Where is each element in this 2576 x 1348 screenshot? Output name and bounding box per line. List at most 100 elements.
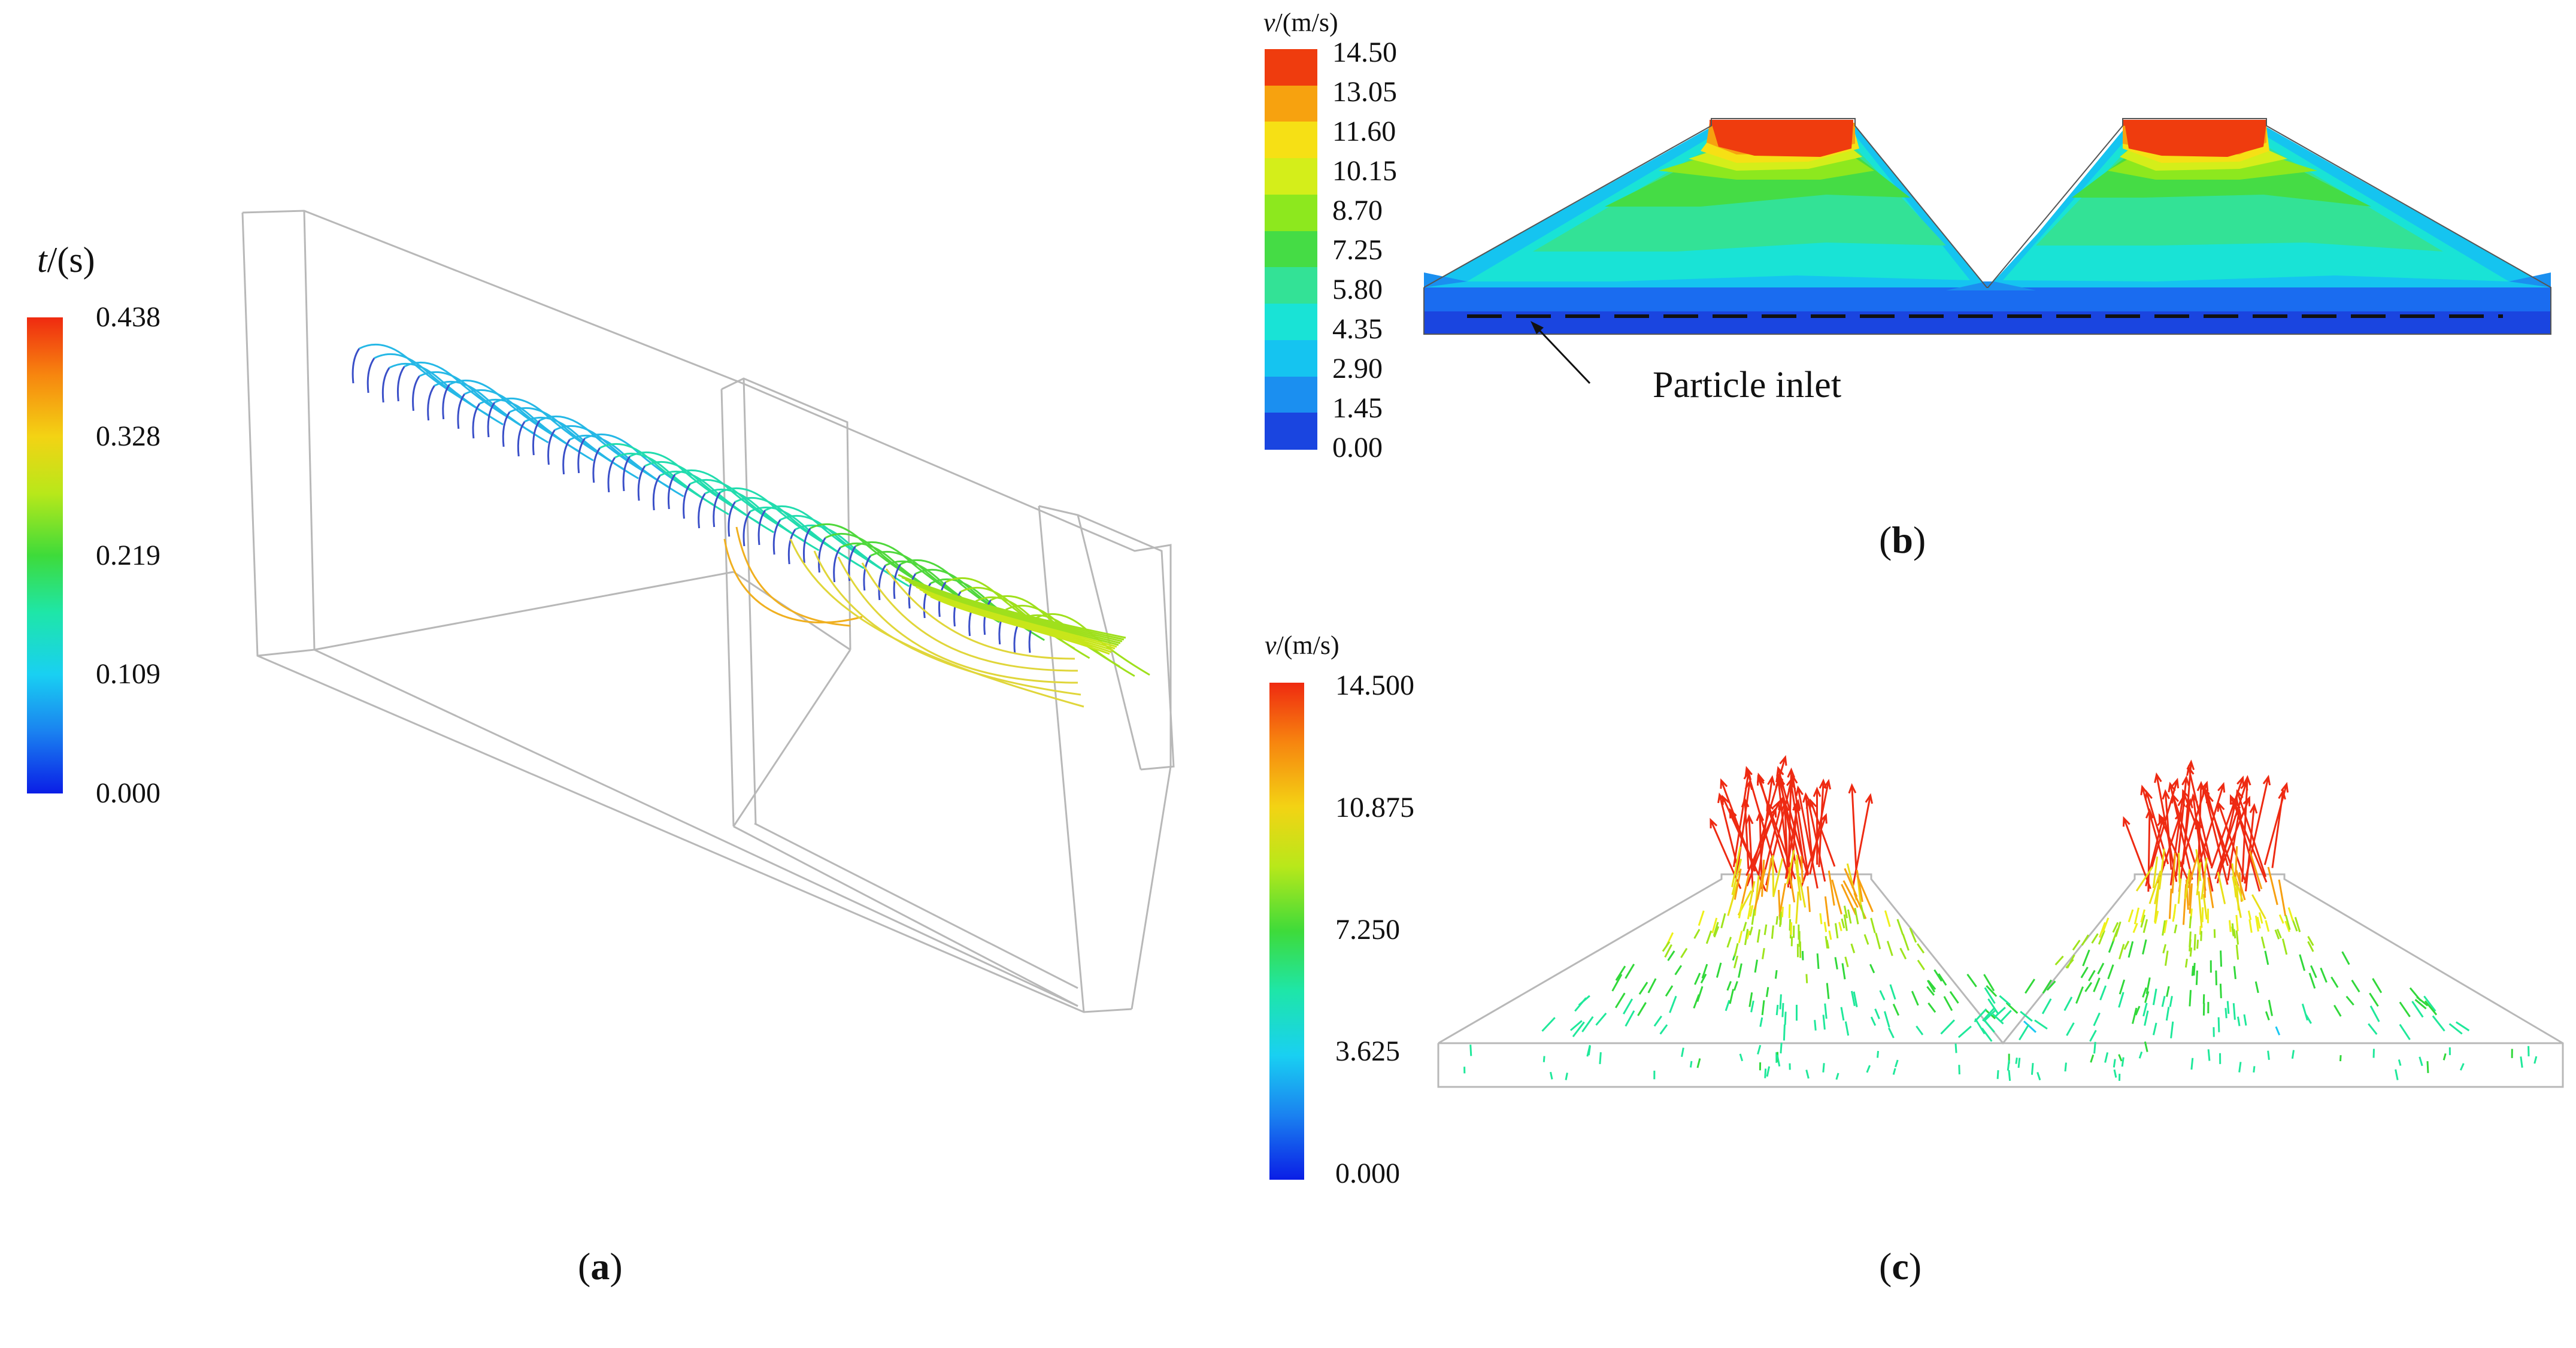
trajectory-tail [757,510,766,546]
velocity-arrow [2118,992,2125,1008]
trajectory-tail [607,457,616,493]
velocity-arrow [1866,1065,1871,1073]
velocity-arrow [1615,965,1626,981]
velocity-arrow [2265,920,2270,932]
velocity-arrow [2132,1007,2138,1024]
legend-c-tick: 14.500 [1335,670,1414,701]
velocity-arrow [2171,853,2176,893]
velocity-arrow [2138,1051,2143,1059]
velocity-arrow [1984,987,1996,1004]
velocity-arrow [1623,998,1634,1014]
trajectory-tail [412,375,420,411]
velocity-arrow [1766,1066,1771,1077]
velocity-arrow [1819,913,1823,925]
velocity-arrow [1870,917,1876,934]
velocity-arrow [2019,1023,2030,1041]
velocity-arrow [1742,922,1747,932]
legend-c-tick: 7.250 [1335,913,1400,946]
velocity-arrow [1719,794,1740,874]
velocity-arrow [1659,1024,1668,1035]
legend-b-tick: 8.70 [1332,195,1383,226]
velocity-arrow [2154,887,2160,923]
velocity-arrow [2025,979,2035,994]
velocity-arrow [2119,979,2126,995]
velocity-arrow [2231,923,2235,937]
trajectory-tail [772,519,781,555]
trajectory-tail [667,474,676,510]
velocity-arrow [1595,1012,1607,1026]
inlet-arrow [1532,322,1591,384]
velocity-arrow [1756,929,1761,943]
velocity-arrow [2172,795,2196,863]
velocity-arrow [2267,867,2278,905]
velocity-arrow [2121,1057,2125,1067]
trajectory-arc [569,434,684,498]
velocity-arrow [1776,1054,1781,1067]
velocity-arrowhead [2171,793,2179,804]
velocity-arrow [2112,922,2119,933]
velocity-arrow [1574,997,1587,1012]
velocity-arrow [1816,953,1820,970]
velocity-arrowhead [2240,780,2248,791]
velocity-arrow [1762,948,1765,959]
velocity-arrow [1732,771,1750,867]
velocity-arrow [1716,962,1722,978]
velocity-arrow [2081,934,2089,946]
velocity-arrow [1599,1052,1602,1064]
legend-b-tick: 13.05 [1332,76,1397,108]
trajectory-tail [743,511,751,547]
velocity-arrow [2520,1056,2523,1068]
velocity-arrow [2142,939,2147,955]
velocity-arrow [1983,974,1995,992]
velocity-arrowhead [1805,798,1814,809]
legend-b-band [1265,267,1317,305]
velocity-arrow [1822,1063,1825,1073]
trajectory-tail [908,573,917,609]
velocity-arrow [2307,941,2314,952]
velocity-arrow [1841,918,1845,929]
velocity-arrow [1938,973,1947,986]
velocity-arrow [1550,1071,1553,1080]
velocity-arrow [2147,810,2151,892]
trajectory-tail [728,501,737,537]
velocity-arrow [2168,888,2172,919]
velocity-arrow [1693,929,1701,939]
velocity-arrow [1757,777,1774,874]
velocity-arrow [1581,1016,1594,1032]
velocity-arrow [1734,943,1739,957]
velocity-arrow [2097,962,2105,975]
velocity-arrow [2189,916,2192,929]
velocity-arrow [2299,954,2306,971]
velocity-arrow [2281,938,2288,955]
velocity-arrow [2533,1056,2538,1064]
velocity-arrow [2243,1014,2247,1026]
velocity-arrow [2207,795,2229,867]
velocity-arrow [1807,886,1811,912]
velocity-arrow [1720,913,1726,929]
velocity-arrow [1992,1013,2004,1025]
velocity-arrow [1761,1000,1765,1016]
velocity-arrow [2274,929,2280,940]
velocity-arrowhead [1745,814,1754,825]
velocity-arrow [2142,1002,2148,1017]
trajectory-tail [366,358,375,393]
velocity-arrow [2247,910,2252,920]
velocity-arrow [2113,1069,2117,1078]
velocity-arrow [1786,850,1795,884]
velocity-arrow [2241,777,2248,882]
particle-inlet-label: Particle inlet [1653,365,1842,405]
velocity-arrow [2351,979,2360,993]
velocity-arrow [2093,977,2101,992]
velocity-arrow [1828,930,1832,940]
velocity-arrow [2264,950,2269,965]
velocity-arrow [1735,781,1751,875]
velocity-arrow [2235,914,2239,932]
velocity-arrow [1892,1004,1900,1016]
velocity-arrow [1727,881,1739,916]
panel-c-label: (c) [1879,1245,1922,1288]
velocity-arrow [2369,1005,2380,1022]
velocity-arrow [2142,919,2148,933]
velocity-arrow [1863,934,1869,945]
velocity-arrow [1733,981,1738,991]
trajectory-bundle [926,593,1112,653]
